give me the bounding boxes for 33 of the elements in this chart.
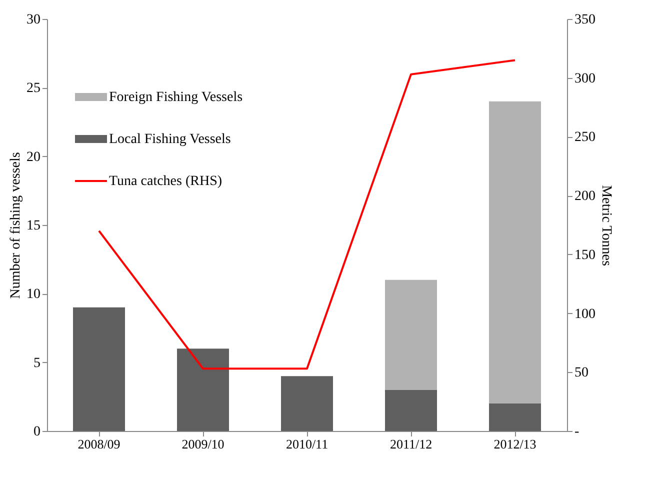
legend-label: Local Fishing Vessels xyxy=(109,132,231,147)
x-tick-label: 2010/11 xyxy=(286,436,328,452)
y2-tick-label: 350 xyxy=(574,12,596,28)
y2-tick-label: 300 xyxy=(574,71,596,86)
bar xyxy=(177,348,229,431)
y2-tick-label: - xyxy=(574,424,580,440)
x-tick-label: 2012/13 xyxy=(494,436,536,452)
legend-label: Foreign Fishing Vessels xyxy=(109,90,243,105)
legend-label: Tuna catches (RHS) xyxy=(109,174,222,189)
x-tick-label: 2011/12 xyxy=(390,436,432,452)
y2-tick-label: 100 xyxy=(574,306,596,322)
y-tick-label: 20 xyxy=(26,150,40,165)
y-tick-label: 30 xyxy=(26,12,40,28)
y-tick-label: 0 xyxy=(34,424,40,440)
bar xyxy=(489,404,541,431)
y-tick-label: 5 xyxy=(34,356,40,371)
x-tick-label: 2009/10 xyxy=(182,436,224,452)
bar xyxy=(489,101,541,404)
line-series xyxy=(98,59,516,370)
y2-tick-label: 150 xyxy=(574,248,596,263)
y2-tick-label: 250 xyxy=(574,130,596,146)
y-tick-label: 15 xyxy=(26,218,40,234)
y-tick-label: 25 xyxy=(26,81,40,96)
y-axis-title: Number of fishing vessels xyxy=(8,152,24,299)
y-tick-label: 10 xyxy=(26,287,40,302)
y2-axis-title: Metric Tonnes xyxy=(598,185,614,266)
bar xyxy=(385,390,437,431)
bar xyxy=(385,280,437,390)
x-tick-label: 2008/09 xyxy=(78,436,120,452)
bar xyxy=(73,307,125,431)
y2-tick-label: 50 xyxy=(574,366,588,381)
y2-tick-label: 200 xyxy=(574,189,596,204)
bar xyxy=(281,376,333,431)
